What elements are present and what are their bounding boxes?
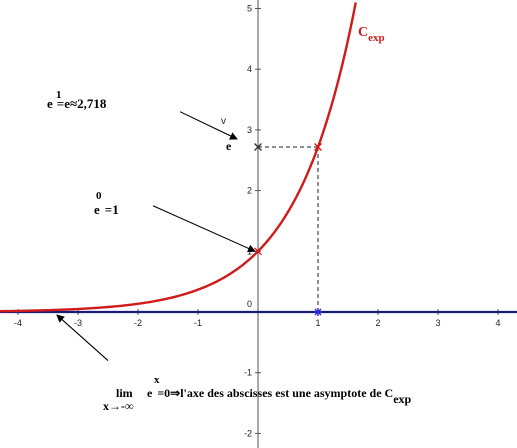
point-star-marker [314,308,322,316]
x-tick-label: 3 [435,318,440,328]
y-tick-label: 2 [247,186,252,196]
v-mark-label: v [221,116,226,127]
annotation-e-one: e =e≈2,718 [47,96,107,111]
curve-label-subscript: exp [368,32,385,44]
annotation-e-zero: e =1 [94,202,119,217]
y-tick-label: -1 [244,368,252,378]
y-tick-label: -2 [244,428,252,438]
annotation-arrow [179,111,238,140]
annotation-e-zero-exponent: 0 [96,190,102,202]
x-tick-label: 4 [495,318,500,328]
annotation-e-one-base: e [47,96,53,111]
annotation-e-one-rest: =e≈2,718 [57,96,107,111]
annotation-e-one-exponent: 1 [56,89,62,101]
x-tick-label: -3 [74,318,82,328]
y-tick-label: 3 [247,125,252,135]
limit-base: e [147,386,153,400]
annotation-arrow [56,314,109,361]
point-x-stroke [254,247,262,256]
point-x-stroke [254,143,262,151]
x-tick-label: -4 [14,318,22,328]
limit-statement: e =0⇒l'axe des abscisses est une asymptot… [147,386,412,406]
x-tick-label: -2 [134,318,142,328]
annotation-arrow [152,205,256,253]
limit-exponent: x [154,374,160,386]
x-tick-label: -1 [194,318,202,328]
limit-operator: lim [116,386,133,400]
limit-rest: =0⇒l'axe des abscisses est une asymptote… [157,386,393,400]
guide-lines [258,146,319,312]
curve-layer [0,2,357,313]
points-layer [254,143,322,316]
annotation-e-zero-rest: =1 [105,202,119,217]
point-x-stroke [314,143,322,151]
limit-subscript: exp [393,392,411,406]
point-x-marker [314,143,322,151]
curve-label-name: C [358,25,368,40]
exp-curve [0,2,357,313]
e-axis-label: e [226,139,232,153]
point-star-stroke [314,308,322,316]
arrows-layer [56,111,256,361]
curve-label: Cexp [358,25,385,44]
origin-label: 0 [247,299,252,309]
limit-under: x→-∞ [103,399,134,413]
point-x-marker [254,143,262,151]
y-tick-label: 4 [247,64,252,74]
x-tick-label: 2 [375,318,380,328]
annotation-e-zero-base: e [94,202,100,217]
y-tick-label: 5 [247,4,252,14]
x-tick-label: 1 [315,318,320,328]
